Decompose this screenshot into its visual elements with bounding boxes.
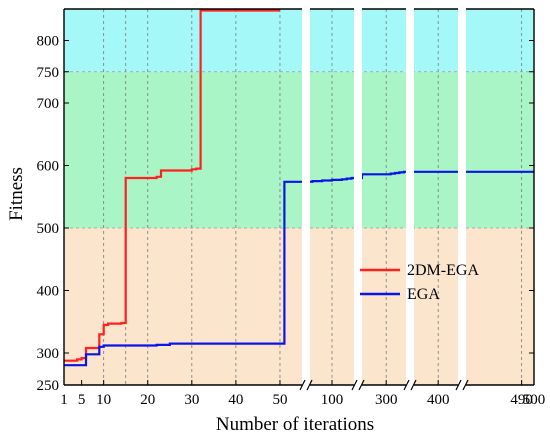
axis-break-marks — [299, 379, 469, 391]
x-tick-label-10: 10 — [96, 392, 111, 408]
band-0 — [64, 228, 534, 385]
break-mark-b-2 — [410, 379, 417, 391]
x-tick-label-490: 490 — [510, 392, 533, 408]
y-tick-label-750: 750 — [37, 65, 60, 81]
y-axis-label: Fitness — [6, 167, 27, 221]
x-tick-label-20: 20 — [140, 392, 155, 408]
x-tick-label-50: 50 — [272, 392, 287, 408]
x-tick-label-300: 300 — [375, 392, 398, 408]
band-2 — [64, 9, 534, 72]
break-mark-a-2 — [403, 379, 410, 391]
axis-breaks — [302, 9, 466, 386]
axis-break-gap-3 — [458, 9, 466, 386]
y-tick-label-500: 500 — [37, 221, 60, 237]
y-tick-label-600: 600 — [37, 159, 60, 175]
x-tick-label-30: 30 — [184, 392, 199, 408]
axis-break-gap-0 — [302, 9, 310, 386]
x-tick-label-500: 500 — [523, 392, 546, 408]
break-mark-b-0 — [306, 379, 313, 391]
break-mark-b-3 — [462, 379, 469, 391]
x-tick-label-1: 1 — [60, 392, 68, 408]
axis-break-gap-1 — [354, 9, 362, 386]
legend-label-1: EGA — [407, 286, 440, 303]
axis-ticks: 250 300 400 500 600 700 750 800 1 5 10 20 30 40 50 100 3… — [37, 34, 546, 409]
x-tick-label-5: 5 — [78, 392, 86, 408]
break-mark-a-1 — [351, 379, 358, 391]
background-bands — [64, 9, 534, 385]
y-tick-label-250: 250 — [37, 378, 60, 394]
x-tick-label-40: 40 — [228, 392, 243, 408]
x-axis-label: Number of iterations — [216, 414, 374, 435]
y-tick-label-700: 700 — [37, 96, 60, 112]
grid-lines — [64, 9, 534, 385]
x-tick-label-400: 400 — [427, 392, 450, 408]
axis-break-gap-2 — [406, 9, 414, 386]
legend: 2DM-EGA EGA — [360, 262, 479, 303]
break-mark-b-1 — [358, 379, 365, 391]
legend-label-0: 2DM-EGA — [407, 262, 479, 279]
band-1 — [64, 71, 534, 228]
y-tick-label-300: 300 — [37, 346, 60, 362]
break-mark-a-0 — [299, 379, 306, 391]
y-tick-label-800: 800 — [37, 34, 60, 50]
y-tick-label-400: 400 — [37, 284, 60, 300]
break-mark-a-3 — [455, 379, 462, 391]
series-layer — [64, 9, 534, 367]
series-line-ega — [64, 170, 534, 367]
x-tick-label-100: 100 — [321, 392, 344, 408]
